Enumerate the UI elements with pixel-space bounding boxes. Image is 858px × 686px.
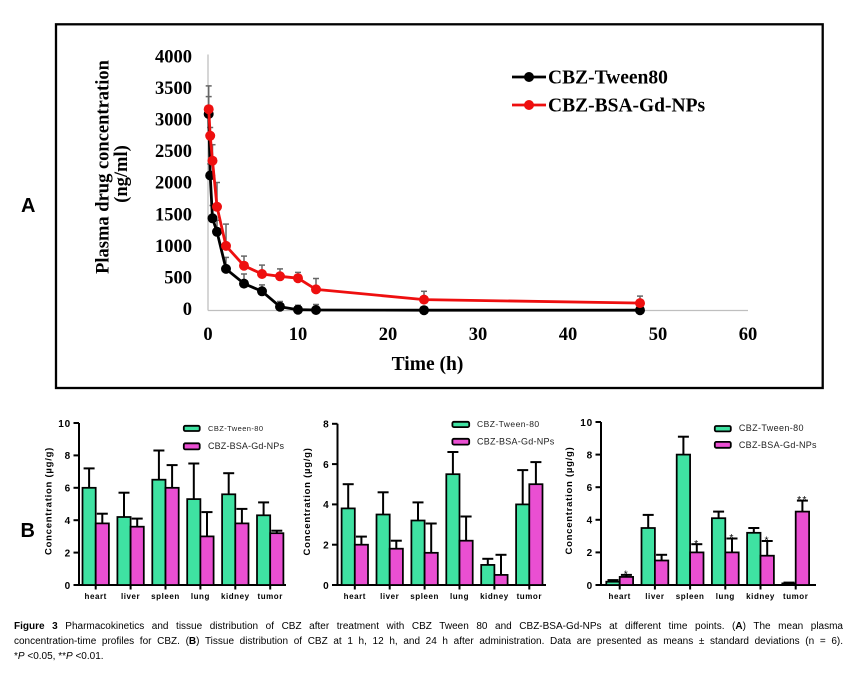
svg-text:CBZ-BSA-Gd-NPs: CBZ-BSA-Gd-NPs — [548, 96, 706, 117]
svg-text:liver: liver — [645, 592, 664, 601]
svg-text:Time (h): Time (h) — [392, 354, 464, 375]
svg-text:spleen: spleen — [151, 592, 180, 601]
svg-text:Concentration (µg/g): Concentration (µg/g) — [564, 446, 575, 554]
svg-text:1500: 1500 — [155, 205, 192, 225]
svg-text:6: 6 — [65, 484, 71, 495]
svg-text:50: 50 — [649, 325, 668, 345]
svg-text:heart: heart — [344, 592, 366, 601]
svg-text:4000: 4000 — [155, 47, 192, 67]
svg-text:2: 2 — [587, 548, 593, 559]
svg-text:CBZ-BSA-Gd-NPs: CBZ-BSA-Gd-NPs — [208, 441, 284, 451]
svg-text:heart: heart — [85, 592, 107, 601]
svg-text:4: 4 — [323, 500, 329, 511]
svg-text:kidney: kidney — [746, 592, 775, 601]
svg-text:0: 0 — [203, 325, 212, 345]
svg-text:CBZ-Tween-80: CBZ-Tween-80 — [208, 424, 263, 433]
svg-text:kidney: kidney — [221, 592, 250, 601]
svg-text:B: B — [21, 520, 35, 542]
svg-text:1000: 1000 — [155, 237, 192, 257]
svg-text:spleen: spleen — [676, 592, 705, 601]
svg-text:CBZ-Tween-80: CBZ-Tween-80 — [477, 419, 540, 429]
svg-text:3000: 3000 — [155, 111, 192, 131]
svg-text:2000: 2000 — [155, 174, 192, 194]
svg-text:30: 30 — [469, 325, 488, 345]
svg-text:lung: lung — [716, 592, 735, 601]
svg-text:6: 6 — [323, 460, 329, 471]
svg-text:10: 10 — [289, 325, 308, 345]
svg-text:60: 60 — [739, 325, 758, 345]
svg-text:lung: lung — [450, 592, 469, 601]
svg-text:*: * — [624, 568, 629, 580]
svg-text:8: 8 — [65, 451, 71, 462]
svg-text:A: A — [21, 195, 35, 217]
svg-text:0: 0 — [65, 581, 71, 592]
svg-text:0: 0 — [587, 581, 593, 592]
svg-text:2: 2 — [65, 548, 71, 559]
svg-text:tumor: tumor — [783, 592, 808, 601]
svg-text:CBZ-Tween80: CBZ-Tween80 — [548, 68, 668, 89]
svg-text:**: ** — [797, 494, 808, 506]
svg-text:spleen: spleen — [410, 592, 439, 601]
svg-text:tumor: tumor — [517, 592, 542, 601]
svg-text:*: * — [765, 535, 770, 547]
svg-text:2500: 2500 — [155, 142, 192, 162]
svg-text:20: 20 — [379, 325, 398, 345]
svg-text:(ng/ml): (ng/ml) — [112, 145, 132, 203]
svg-text:CBZ-Tween-80: CBZ-Tween-80 — [739, 423, 804, 433]
svg-text:Concentration (µg/g): Concentration (µg/g) — [302, 447, 313, 555]
svg-text:tumor: tumor — [257, 592, 282, 601]
svg-text:lung: lung — [191, 592, 210, 601]
svg-text:0: 0 — [323, 581, 329, 592]
svg-text:4: 4 — [587, 516, 593, 527]
svg-text:liver: liver — [380, 592, 399, 601]
svg-text:Plasma drug concentration: Plasma drug concentration — [94, 59, 114, 273]
svg-text:Concentration (µg/g): Concentration (µg/g) — [44, 447, 55, 555]
svg-text:liver: liver — [121, 592, 140, 601]
svg-text:10: 10 — [58, 419, 71, 430]
svg-text:500: 500 — [164, 269, 192, 289]
svg-text:*: * — [694, 538, 699, 550]
svg-text:6: 6 — [587, 483, 593, 494]
svg-text:heart: heart — [609, 592, 631, 601]
svg-text:2: 2 — [323, 541, 329, 552]
svg-text:40: 40 — [559, 325, 578, 345]
svg-text:*: * — [729, 532, 734, 544]
svg-text:CBZ-BSA-Gd-NPs: CBZ-BSA-Gd-NPs — [739, 440, 817, 450]
svg-text:10: 10 — [580, 418, 593, 429]
svg-text:3500: 3500 — [155, 79, 192, 99]
svg-text:0: 0 — [183, 300, 192, 320]
svg-text:kidney: kidney — [480, 592, 509, 601]
svg-text:8: 8 — [587, 450, 593, 461]
svg-text:CBZ-BSA-Gd-NPs: CBZ-BSA-Gd-NPs — [477, 436, 555, 446]
svg-text:8: 8 — [323, 420, 329, 431]
svg-text:4: 4 — [65, 516, 71, 527]
